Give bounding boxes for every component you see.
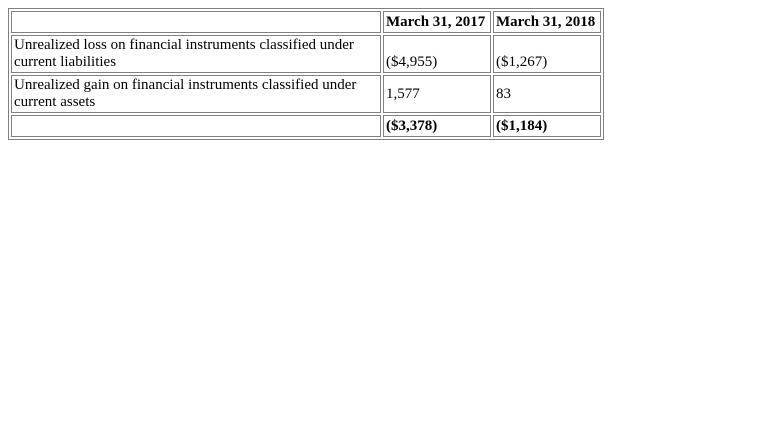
header-cell-2018: March 31, 2018 [493,11,601,33]
row-label-unrealized-loss: Unrealized loss on financial instruments… [11,35,381,73]
row-value-2017: ($4,955) [383,35,491,73]
table-row: Unrealized loss on financial instruments… [11,35,601,73]
financial-instruments-table: March 31, 2017 March 31, 2018 Unrealized… [8,8,604,140]
table-header-row: March 31, 2017 March 31, 2018 [11,11,601,33]
row-value-2017: 1,577 [383,75,491,113]
total-value-2017: ($3,378) [383,115,491,137]
table-row: Unrealized gain on financial instruments… [11,75,601,113]
row-value-2018: 83 [493,75,601,113]
table-total-row: ($3,378) ($1,184) [11,115,601,137]
row-label-unrealized-gain: Unrealized gain on financial instruments… [11,75,381,113]
total-value-2018: ($1,184) [493,115,601,137]
total-label-cell [11,115,381,137]
header-cell-2017: March 31, 2017 [383,11,491,33]
row-value-2018: ($1,267) [493,35,601,73]
header-cell-blank [11,11,381,33]
